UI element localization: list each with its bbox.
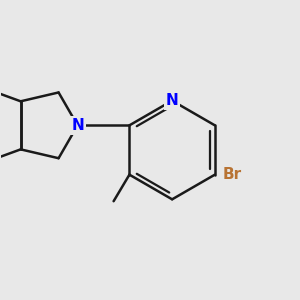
Text: N: N [166,93,178,108]
Text: N: N [71,118,84,133]
Text: Br: Br [223,167,242,182]
